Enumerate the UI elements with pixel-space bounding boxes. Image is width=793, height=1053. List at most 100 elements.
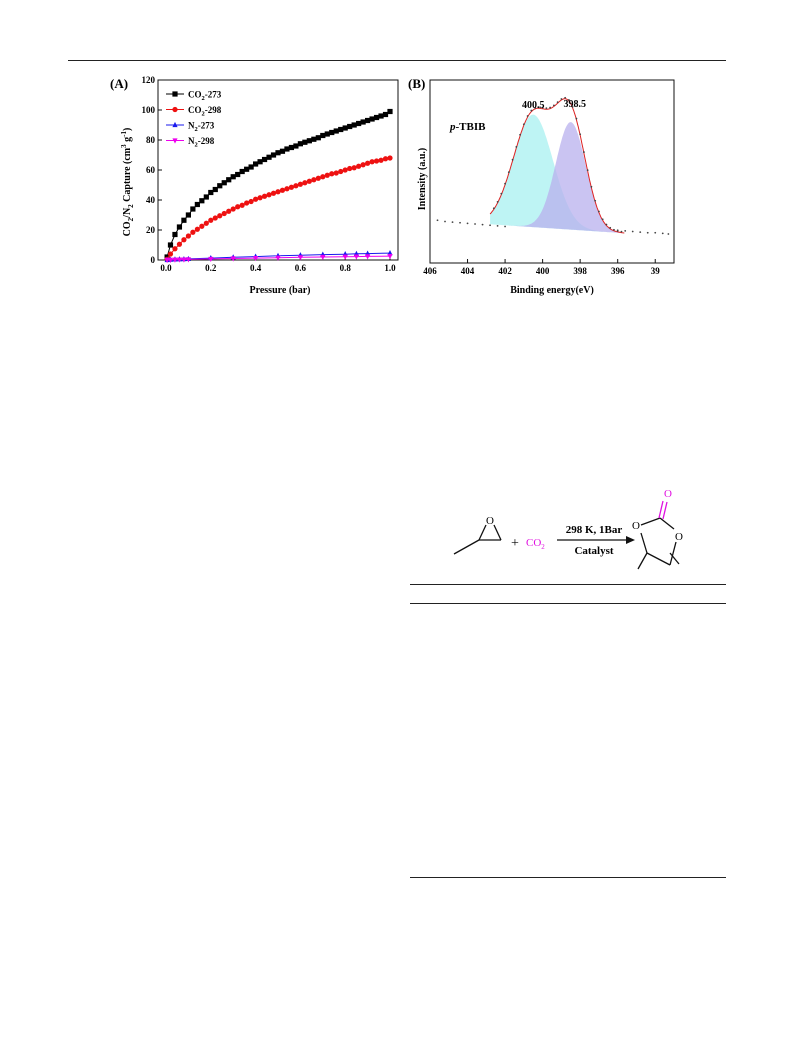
- panel-a-data-point: [279, 148, 286, 154]
- panel-a-x-axis-label: Pressure (bar): [249, 285, 310, 296]
- panel-a-data-point: [351, 122, 357, 128]
- panel-a-data-point: [347, 123, 353, 130]
- panel-a-y-tick-label: 0: [151, 255, 156, 265]
- panel-b-x-tick-label: 406: [423, 266, 437, 276]
- panel-b-peak-398-5-area: [490, 122, 625, 234]
- panel-a-data-point: [230, 256, 236, 262]
- panel-a-data-point: [338, 126, 344, 133]
- panel-a-data-point: [315, 175, 321, 181]
- panel-a-data-point: [378, 157, 384, 163]
- panel-b-raw-data-point: [590, 185, 593, 188]
- panel-b-x-tick-label: 404: [461, 266, 475, 276]
- panel-a-data-point: [275, 189, 281, 195]
- panel-a-legend-label: N2-298: [188, 136, 215, 149]
- panel-b-x-tick-label: 400: [536, 266, 550, 276]
- panel-a-legend-label: N2-273: [188, 121, 215, 134]
- panel-a-series-line-co2-273: [166, 111, 391, 258]
- panel-a-data-point: [253, 196, 259, 202]
- panel-a-data-point: [324, 131, 330, 137]
- panel-a-data-point: [185, 233, 191, 239]
- panel-a-data-point: [302, 180, 308, 186]
- panel-a-label: (A): [110, 76, 128, 91]
- epoxide-oxygen-atom: O: [486, 515, 494, 527]
- panel-a-data-point: [172, 257, 178, 263]
- panel-a-data-point: [329, 171, 335, 177]
- panel-b-raw-data-point: [556, 101, 559, 104]
- ring-bond-o-c: [640, 517, 661, 526]
- panel-b-fit-envelope: [489, 98, 625, 234]
- panel-a-data-point: [248, 164, 254, 170]
- panel-a-data-point: [365, 254, 371, 260]
- panel-a-data-point: [342, 167, 348, 173]
- panel-a-data-point: [311, 177, 317, 183]
- panel-b-raw-data-point: [530, 109, 533, 112]
- panel-a-data-point: [320, 132, 326, 139]
- panel-a-data-point: [203, 194, 209, 200]
- panel-a-data-point: [356, 163, 362, 169]
- panel-a-data-point: [244, 166, 250, 172]
- panel-b-raw-data-point: [526, 115, 529, 117]
- panel-a-co2-n2-isotherm-chart: (A) 0.0 0.2 0.4 0.6 0.8 1.0 0 20 40 60 80 100 120 CO2…: [110, 75, 399, 296]
- panel-a-data-point: [266, 192, 272, 198]
- panel-a-data-point: [373, 114, 380, 121]
- panel-a-data-point: [297, 181, 303, 187]
- panel-a-data-point: [288, 144, 295, 151]
- panel-a-data-point: [365, 160, 371, 166]
- panel-b-raw-data-point: [594, 199, 597, 202]
- panel-a-data-point: [297, 255, 303, 261]
- panel-b-background-point: [481, 223, 484, 226]
- carbonyl-bond-2: [662, 501, 668, 520]
- panel-b-raw-data-point: [500, 192, 503, 195]
- panel-a-data-point: [235, 204, 241, 210]
- panel-b-background-point: [496, 224, 499, 227]
- panel-b-x-tick-label: 398: [573, 266, 587, 276]
- panel-a-data-point: [181, 237, 187, 243]
- panel-b-raw-data-point: [567, 99, 570, 101]
- panel-b-background-point: [451, 221, 454, 224]
- panel-a-data-point: [387, 250, 393, 256]
- panel-b-raw-data-point: [552, 104, 555, 107]
- header-rule: [68, 60, 726, 61]
- panel-b-raw-data-point: [598, 210, 600, 213]
- ring-oxygen-left: O: [632, 520, 640, 532]
- panel-a-data-point: [194, 201, 200, 208]
- panel-a-data-point: [208, 189, 214, 196]
- panel-a-data-point: [239, 202, 245, 208]
- panel-a-data-point: [306, 178, 312, 184]
- panel-a-data-point: [230, 206, 236, 212]
- panel-a-data-point: [176, 224, 183, 230]
- panel-b-background-point: [624, 229, 627, 232]
- table-top-rule: [410, 584, 726, 585]
- panel-b-sample-label: p-TBIB: [449, 121, 486, 133]
- panel-a-data-point: [226, 177, 232, 183]
- panel-a-data-point: [320, 254, 326, 261]
- panel-a-data-point: [244, 200, 250, 206]
- panel-a-data-point: [342, 125, 348, 131]
- panel-b-background-point: [631, 230, 634, 233]
- panel-a-legend-marker: [172, 91, 178, 97]
- panel-a-data-point: [320, 174, 326, 180]
- panel-a-x-tick-label: 0.4: [250, 263, 262, 273]
- panel-a-data-point: [167, 242, 174, 248]
- panel-b-plot-frame: [429, 79, 675, 264]
- panel-b-background-point: [474, 223, 476, 225]
- panel-a-data-point: [208, 217, 214, 223]
- panel-a-data-point: [275, 255, 281, 261]
- panel-a-y-tick-label: 60: [146, 165, 156, 175]
- panel-b-x-tick-label: 39: [651, 266, 661, 276]
- panel-b-raw-data-point: [586, 169, 589, 172]
- table-header-rule: [410, 603, 726, 604]
- panel-a-data-point: [181, 217, 187, 223]
- panel-b-raw-data-point: [560, 98, 563, 100]
- panel-a-legend-marker: [172, 138, 178, 144]
- panel-b-raw-data-point: [579, 133, 582, 136]
- panel-b-raw-data-point: [537, 106, 540, 109]
- panel-a-data-point: [190, 229, 196, 235]
- panel-b-background-point: [444, 220, 446, 223]
- panel-a-x-tick-label: 0.0: [160, 263, 172, 273]
- panel-b-background-point: [459, 221, 461, 224]
- panel-b-raw-data-point: [571, 105, 574, 108]
- panel-a-data-point: [297, 141, 303, 147]
- panel-a-data-point: [342, 254, 348, 260]
- panel-a-data-point: [302, 139, 308, 145]
